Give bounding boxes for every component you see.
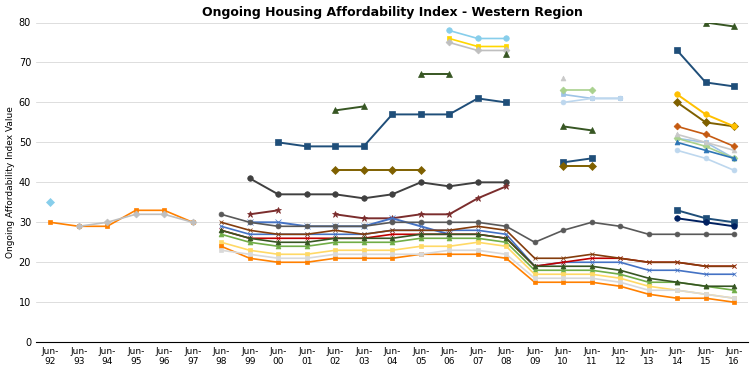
Title: Ongoing Housing Affordability Index - Western Region: Ongoing Housing Affordability Index - We… (202, 6, 583, 19)
Y-axis label: Ongoing Affordability Index Value: Ongoing Affordability Index Value (5, 106, 14, 258)
